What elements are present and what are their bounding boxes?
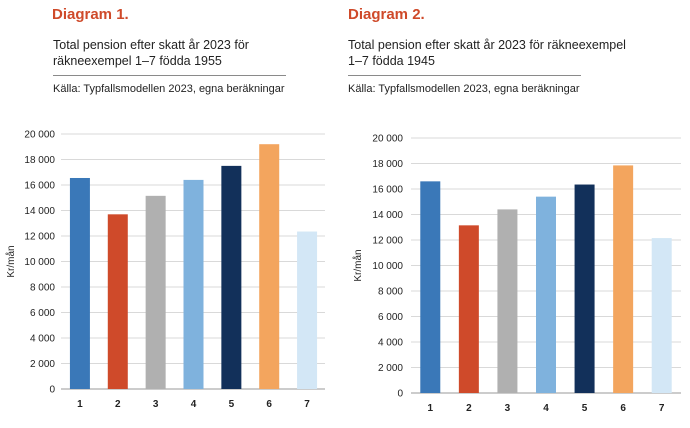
x-tick-label: 1: [77, 399, 83, 410]
x-tick-label: 5: [582, 403, 588, 414]
x-tick-label: 6: [266, 399, 272, 410]
bar: [613, 165, 634, 393]
bar: [183, 179, 204, 389]
bar: [536, 196, 556, 393]
y-tick-label: 6 000: [378, 312, 403, 323]
bar: [107, 214, 128, 389]
bar: [574, 184, 595, 393]
y-tick-label: 16 000: [372, 185, 403, 196]
x-tick-label: 6: [620, 403, 626, 414]
bar: [297, 231, 318, 389]
bar: [497, 209, 518, 393]
chart-heading: Diagram 2.: [348, 6, 425, 23]
chart-title: Total pension efter skatt år 2023 för rä…: [53, 38, 249, 68]
bar: [651, 238, 672, 393]
chart-heading: Diagram 1.: [52, 6, 129, 23]
x-tick-label: 2: [115, 399, 121, 410]
x-tick-label: 5: [229, 399, 235, 410]
chart-panel-1: Diagram 1. Total pension efter skatt år …: [0, 0, 340, 428]
chart-panel-2: Diagram 2. Total pension efter skatt år …: [345, 0, 685, 428]
x-tick-label: 4: [543, 403, 549, 414]
bar: [221, 165, 242, 389]
x-tick-label: 7: [659, 403, 665, 414]
chart-source: Källa: Typfallsmodellen 2023, egna beräk…: [348, 83, 580, 95]
bar: [458, 225, 479, 393]
y-tick-label: 12 000: [24, 232, 55, 243]
y-tick-label: 18 000: [24, 155, 55, 166]
y-tick-label: 2 000: [30, 359, 55, 370]
bar: [145, 195, 166, 389]
x-tick-label: 4: [191, 399, 197, 410]
y-tick-label: 0: [397, 389, 403, 400]
x-tick-label: 1: [428, 403, 434, 414]
divider: [348, 75, 581, 76]
x-tick-label: 3: [153, 399, 159, 410]
bar: [420, 181, 441, 393]
y-tick-label: 8 000: [30, 283, 55, 294]
y-tick-label: 14 000: [24, 206, 55, 217]
chart-source: Källa: Typfallsmodellen 2023, egna beräk…: [53, 83, 285, 95]
x-tick-label: 3: [505, 403, 511, 414]
y-tick-label: 10 000: [24, 257, 55, 268]
y-tick-label: 4 000: [378, 338, 403, 349]
y-tick-label: 16 000: [24, 181, 55, 192]
chart-title: Total pension efter skatt år 2023 för rä…: [348, 38, 626, 68]
x-tick-label: 2: [466, 403, 472, 414]
divider: [53, 75, 286, 76]
y-tick-label: 14 000: [372, 210, 403, 221]
y-tick-label: 4 000: [30, 334, 55, 345]
y-tick-label: 20 000: [372, 134, 403, 145]
y-tick-label: 10 000: [372, 261, 403, 272]
y-tick-label: 6 000: [30, 308, 55, 319]
y-tick-label: 20 000: [24, 130, 55, 141]
bar: [259, 144, 280, 389]
y-tick-label: 8 000: [378, 287, 403, 298]
bar: [69, 177, 90, 389]
y-tick-label: 0: [49, 385, 55, 396]
y-tick-label: 12 000: [372, 236, 403, 247]
y-axis-label: Kr/mån: [5, 245, 17, 277]
y-tick-label: 2 000: [378, 363, 403, 374]
y-axis-label: Kr/mån: [352, 249, 364, 281]
x-tick-label: 7: [304, 399, 310, 410]
y-tick-label: 18 000: [372, 159, 403, 170]
